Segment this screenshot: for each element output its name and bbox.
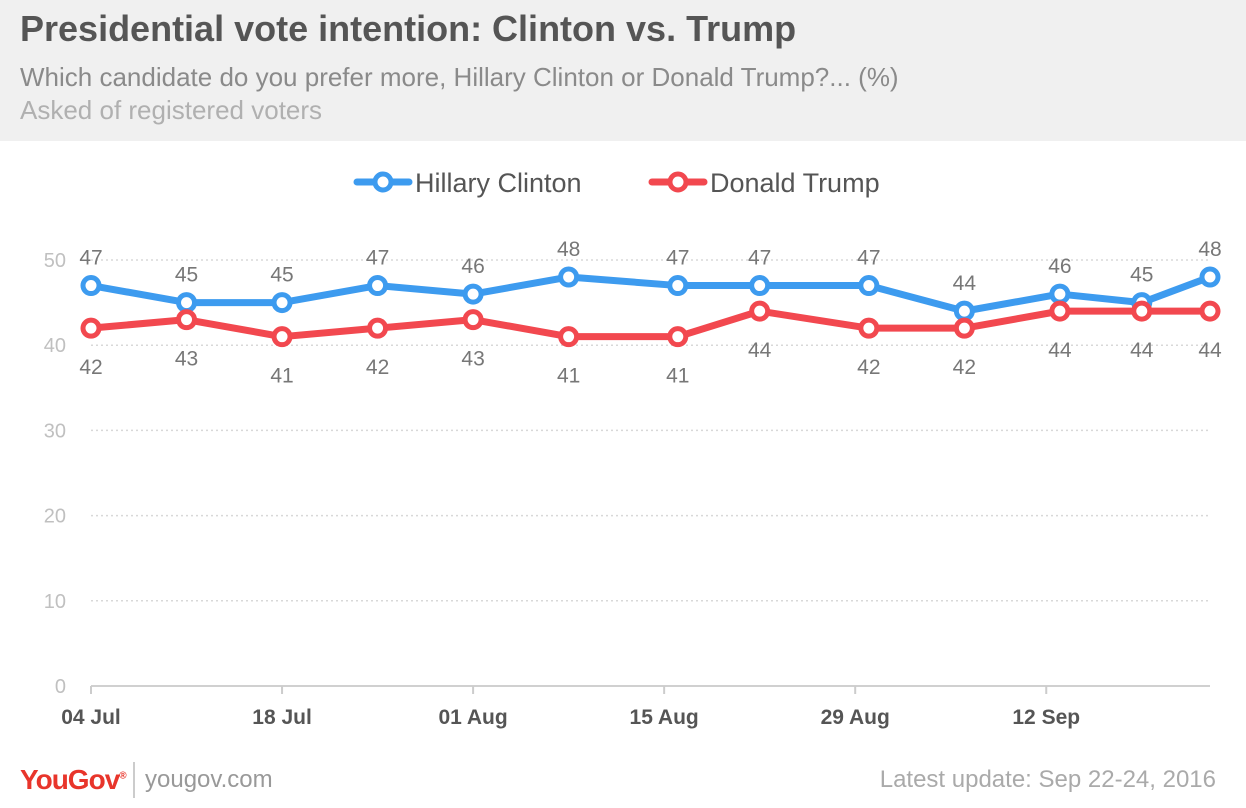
data-label: 47 xyxy=(748,247,771,270)
data-point xyxy=(367,317,389,339)
data-label: 47 xyxy=(666,247,689,270)
data-point xyxy=(1199,266,1221,288)
data-point xyxy=(367,275,389,297)
chart-header: Presidential vote intention: Clinton vs.… xyxy=(0,0,1246,141)
data-point xyxy=(176,309,198,331)
data-label: 41 xyxy=(270,365,293,388)
chart-note: Asked of registered voters xyxy=(20,95,323,125)
y-tick-label: 50 xyxy=(44,250,66,272)
data-point xyxy=(462,283,484,305)
data-label: 41 xyxy=(666,365,689,388)
data-point xyxy=(1199,300,1221,322)
x-tick-label: 04 Jul xyxy=(61,706,121,729)
legend-label: Donald Trump xyxy=(710,168,880,198)
y-tick-label: 10 xyxy=(44,591,66,613)
yougov-logo[interactable]: YouGov® xyxy=(20,764,127,795)
data-point xyxy=(271,326,293,348)
x-tick-label: 15 Aug xyxy=(630,706,699,729)
data-point xyxy=(749,300,771,322)
chart-title: Presidential vote intention: Clinton vs.… xyxy=(20,8,797,49)
data-label: 48 xyxy=(557,238,580,261)
data-label: 47 xyxy=(79,247,102,270)
data-label: 46 xyxy=(1048,255,1071,278)
data-label: 42 xyxy=(79,356,102,379)
line-chart: 0 10 20 30 40 50 04 Jul 18 Jul 01 Aug 15 Aug 29 Au… xyxy=(44,168,1222,729)
data-point xyxy=(858,317,880,339)
data-label: 48 xyxy=(1198,238,1221,261)
data-label: 45 xyxy=(270,264,293,287)
data-point xyxy=(558,326,580,348)
data-label: 45 xyxy=(1130,264,1153,287)
series-line xyxy=(87,273,1214,315)
series-line xyxy=(87,307,1214,341)
data-point xyxy=(749,275,771,297)
data-point xyxy=(271,292,293,314)
legend-label: Hillary Clinton xyxy=(415,168,582,198)
data-point xyxy=(80,317,102,339)
data-point xyxy=(1049,300,1071,322)
data-label: 44 xyxy=(748,339,772,362)
data-point xyxy=(1131,300,1153,322)
footer-divider xyxy=(133,762,135,798)
data-point xyxy=(667,275,689,297)
data-label: 42 xyxy=(366,356,389,379)
data-point xyxy=(953,317,975,339)
legend-marker xyxy=(667,171,689,193)
data-point xyxy=(462,309,484,331)
data-label: 41 xyxy=(557,365,580,388)
data-label: 42 xyxy=(953,356,976,379)
legend-marker xyxy=(372,171,394,193)
data-label: 44 xyxy=(1130,339,1154,362)
data-label: 47 xyxy=(857,247,880,270)
data-label: 47 xyxy=(366,247,389,270)
data-label: 43 xyxy=(461,348,484,371)
y-tick-label: 0 xyxy=(55,676,66,698)
x-tick-label: 18 Jul xyxy=(252,706,312,729)
data-point xyxy=(1049,283,1071,305)
data-point xyxy=(953,300,975,322)
data-label: 43 xyxy=(175,348,198,371)
data-point xyxy=(80,275,102,297)
data-label: 44 xyxy=(953,272,977,295)
data-point xyxy=(176,292,198,314)
data-label: 46 xyxy=(461,255,484,278)
x-tick-label: 12 Sep xyxy=(1012,706,1080,729)
y-tick-label: 30 xyxy=(44,420,66,442)
data-point xyxy=(667,326,689,348)
data-label: 45 xyxy=(175,264,198,287)
data-point xyxy=(558,266,580,288)
data-label: 44 xyxy=(1198,339,1222,362)
x-tick-label: 29 Aug xyxy=(821,706,890,729)
data-label: 44 xyxy=(1048,339,1072,362)
data-point xyxy=(858,275,880,297)
y-tick-label: 20 xyxy=(44,506,66,528)
data-label: 42 xyxy=(857,356,880,379)
chart-subtitle: Which candidate do you prefer more, Hill… xyxy=(20,62,899,92)
y-tick-label: 40 xyxy=(44,335,66,357)
brand-name: YouGov xyxy=(20,764,120,795)
latest-update: Latest update: Sep 22-24, 2016 xyxy=(879,766,1216,793)
x-tick-label: 01 Aug xyxy=(438,706,507,729)
footer-site-link[interactable]: yougov.com xyxy=(145,766,273,793)
